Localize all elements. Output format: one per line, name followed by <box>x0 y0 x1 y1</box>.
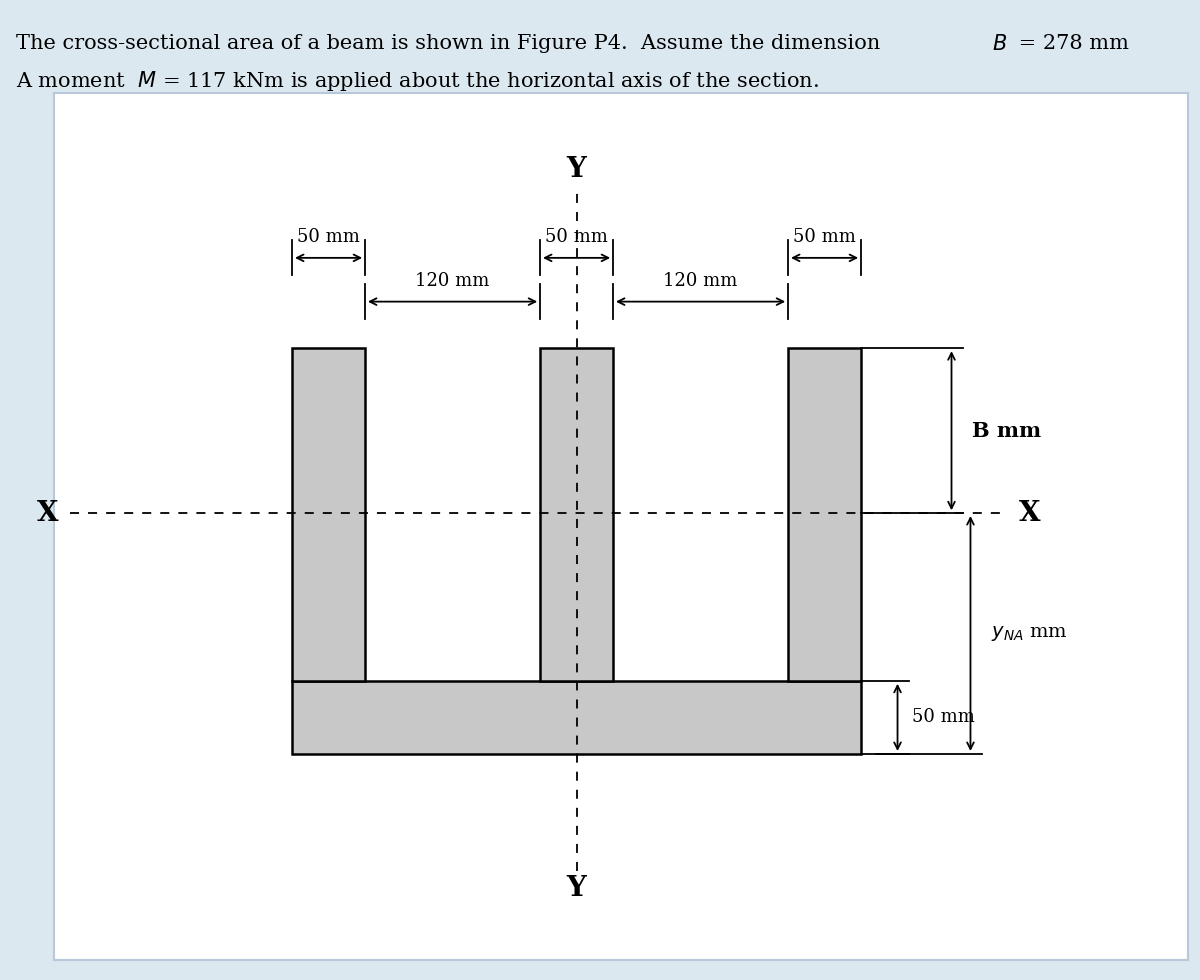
Text: Y: Y <box>566 157 587 183</box>
Text: X: X <box>37 500 59 526</box>
Text: 50 mm: 50 mm <box>793 228 856 246</box>
Text: 120 mm: 120 mm <box>415 272 490 290</box>
Text: Y: Y <box>566 875 587 902</box>
Text: X: X <box>1019 500 1040 526</box>
Bar <box>540 348 613 681</box>
Text: B mm: B mm <box>972 420 1042 441</box>
Bar <box>292 681 862 754</box>
Text: A moment  $M$ = 117 kNm is applied about the horizontal axis of the section.: A moment $M$ = 117 kNm is applied about … <box>16 69 818 92</box>
Text: The cross-sectional area of a beam is shown in Figure P4.  Assume the dimension: The cross-sectional area of a beam is sh… <box>16 34 887 53</box>
Bar <box>292 348 365 681</box>
Text: $B$: $B$ <box>992 34 1008 54</box>
Text: 120 mm: 120 mm <box>664 272 738 290</box>
Text: = 278 mm: = 278 mm <box>1012 34 1128 53</box>
Text: $y_{NA}$ mm: $y_{NA}$ mm <box>991 624 1068 643</box>
Text: 50 mm: 50 mm <box>912 709 974 726</box>
Text: 50 mm: 50 mm <box>298 228 360 246</box>
Bar <box>788 348 862 681</box>
Text: 50 mm: 50 mm <box>545 228 608 246</box>
